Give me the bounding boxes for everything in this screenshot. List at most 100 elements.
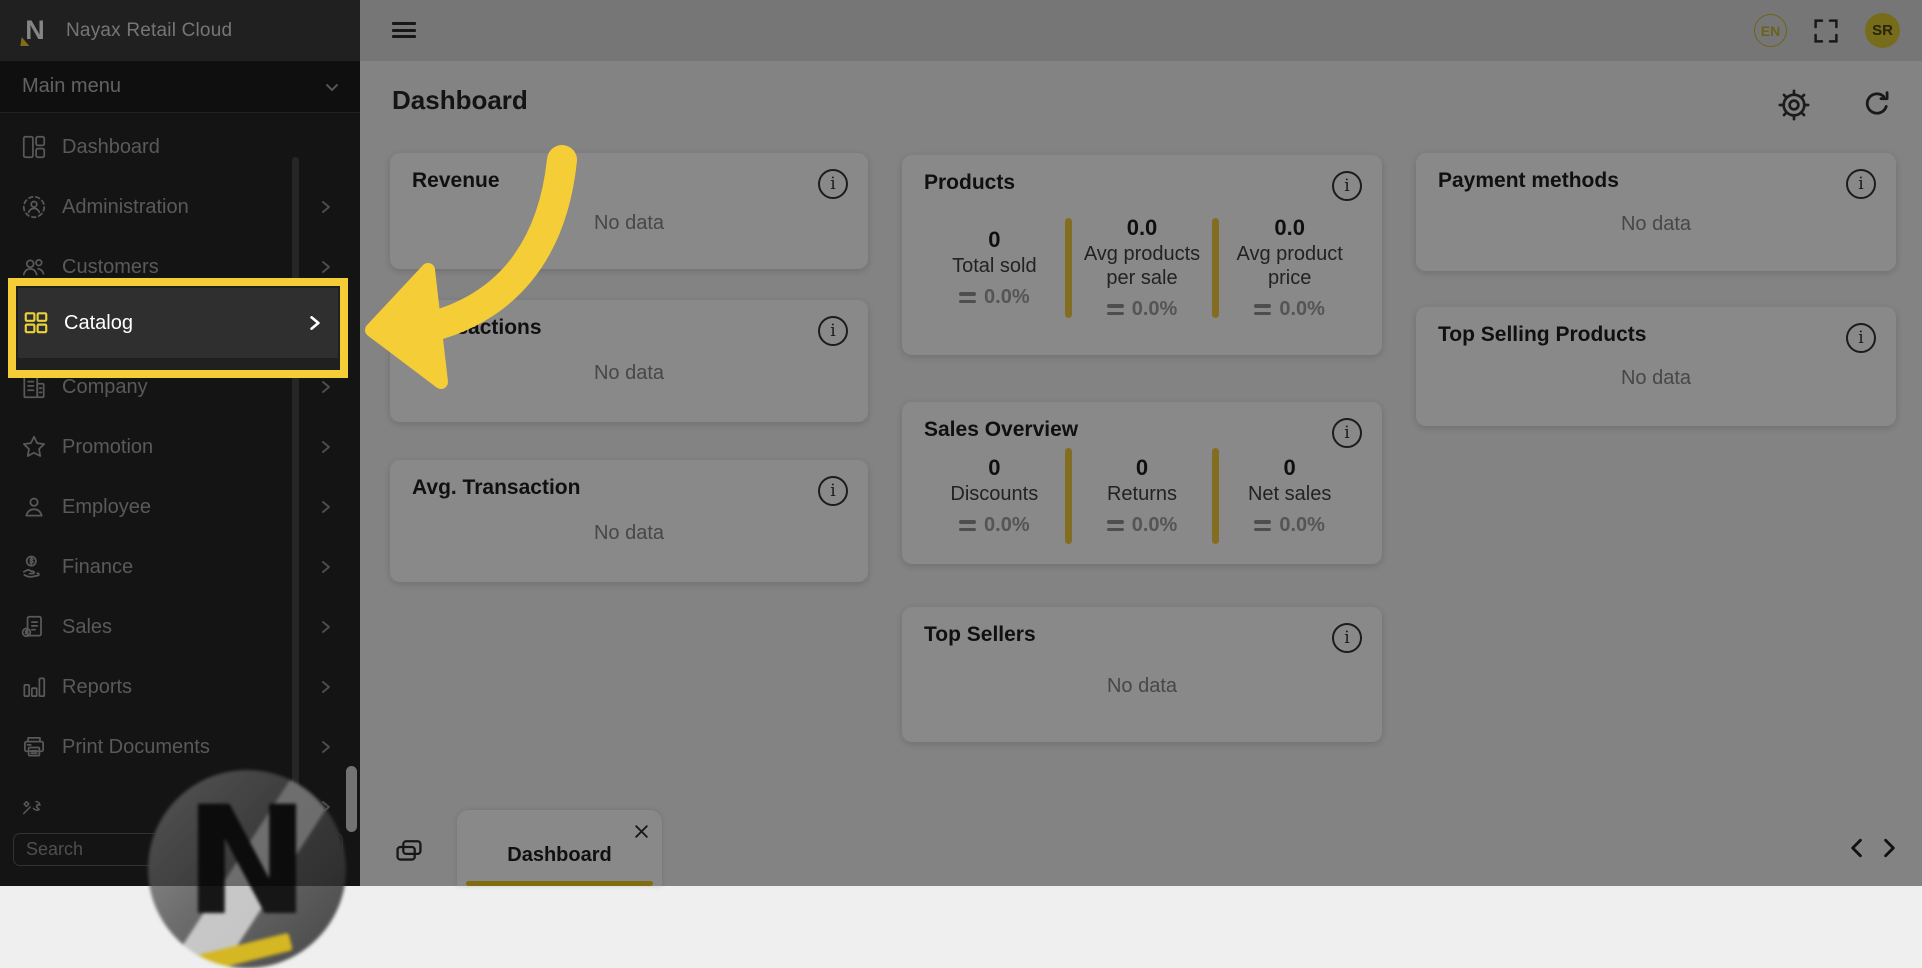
close-icon[interactable] xyxy=(633,823,650,840)
sidebar-item-customers[interactable]: Customers xyxy=(0,237,360,297)
main-content: Dashboard Revenue i No data Transactions xyxy=(360,61,1922,886)
metric-discounts: 0 Discounts 0.0% xyxy=(924,444,1065,548)
empty-state-text: No data xyxy=(1106,675,1178,697)
sidebar-item-label: Dashboard xyxy=(62,135,160,158)
sidebar-item-promotion[interactable]: Promotion xyxy=(0,417,360,477)
card-title: Sales Overview xyxy=(924,418,1079,441)
tab-bar: Dashboard xyxy=(360,803,1922,886)
transactions-card: Transactions i No data xyxy=(390,300,868,422)
info-icon[interactable]: i xyxy=(1332,623,1362,653)
avatar[interactable]: SR xyxy=(1865,13,1900,48)
chevron-right-icon xyxy=(322,681,330,693)
topbar: EN SR xyxy=(360,0,1922,61)
sales-invoice-icon xyxy=(21,615,42,638)
metric-value: 0 xyxy=(1283,454,1296,480)
customers-people-icon xyxy=(22,259,45,276)
tab-overview-icon[interactable] xyxy=(393,836,425,866)
chevron-right-icon xyxy=(322,201,330,213)
card-title: Payment methods xyxy=(1438,169,1619,192)
equals-icon xyxy=(1254,304,1272,316)
nayax-logo-icon: N xyxy=(20,16,50,46)
fullscreen-icon[interactable] xyxy=(1811,16,1841,46)
card-title: Transactions xyxy=(412,316,542,339)
printer-icon xyxy=(23,736,45,757)
sidebar-item-finance[interactable]: Finance xyxy=(0,537,360,597)
sidebar-item-company[interactable]: Company xyxy=(0,357,360,417)
empty-state-text: No data xyxy=(593,361,665,384)
sidebar-item-label: Employee xyxy=(62,495,151,518)
sidebar-item-label: Promotion xyxy=(62,435,154,458)
chevron-down-icon xyxy=(326,83,338,91)
revenue-card: Revenue i No data xyxy=(390,153,868,269)
empty-state-text: No data xyxy=(593,521,665,544)
metric-avg-product-price: 0.0 Avg product price 0.0% xyxy=(1219,197,1360,339)
sales-overview-card: Sales Overview i 0 Discounts 0.0% 0 Retu… xyxy=(902,402,1382,564)
promotion-star-icon xyxy=(23,435,45,457)
main-menu-dropdown[interactable]: Main menu xyxy=(0,61,360,113)
info-icon[interactable]: i xyxy=(818,169,848,199)
sidebar-scrollbar-thumb[interactable] xyxy=(346,766,357,832)
sidebar-scrollbar-track[interactable] xyxy=(292,157,299,835)
card-title: Top Selling Products xyxy=(1438,323,1647,346)
info-icon[interactable]: i xyxy=(1846,169,1876,199)
annotation-highlight-box: Catalog xyxy=(8,278,348,378)
chevron-right-icon xyxy=(322,621,330,633)
sidebar-item-print-documents[interactable]: Print Documents xyxy=(0,717,360,777)
metric-percent: 0.0% xyxy=(1279,514,1325,537)
settings-gear-icon[interactable] xyxy=(1776,87,1812,123)
sidebar-item-dashboard[interactable]: Dashboard xyxy=(0,117,360,177)
metric-label: Net sales xyxy=(1247,482,1332,505)
chevron-right-icon xyxy=(310,316,320,330)
page-title: Dashboard xyxy=(392,85,528,115)
metric-value: 0.0 xyxy=(1274,214,1305,240)
sidebar-item-sales[interactable]: Sales xyxy=(0,597,360,657)
metric-value: 0 xyxy=(988,454,1001,480)
tab-scroll-right-icon[interactable] xyxy=(1882,837,1898,859)
tab-dashboard[interactable]: Dashboard xyxy=(457,810,662,886)
administration-gear-user-icon xyxy=(22,195,46,219)
metric-percent: 0.0% xyxy=(1279,298,1325,321)
nayax-watermark-logo: N xyxy=(148,770,346,968)
sidebar-item-administration[interactable]: Administration xyxy=(0,177,360,237)
sidebar-item-catalog[interactable]: Catalog xyxy=(18,288,338,358)
chevron-right-icon xyxy=(322,261,330,273)
sidebar-item-label: Customers xyxy=(62,255,159,278)
metric-value: 0 xyxy=(1135,454,1149,480)
avg-transaction-card: Avg. Transaction i No data xyxy=(390,460,868,582)
yellow-divider xyxy=(1212,448,1220,544)
metric-value: 0.0 xyxy=(1126,214,1158,240)
top-selling-products-card: Top Selling Products i No data xyxy=(1416,307,1896,426)
info-icon[interactable]: i xyxy=(818,316,848,346)
payment-methods-card: Payment methods i No data xyxy=(1416,153,1896,271)
active-tab-indicator xyxy=(466,881,653,886)
language-badge[interactable]: EN xyxy=(1754,14,1787,47)
card-title: Top Sellers xyxy=(924,623,1036,646)
metric-percent: 0.0% xyxy=(1131,514,1178,537)
metric-label: Total sold xyxy=(952,254,1037,277)
employee-person-icon xyxy=(25,497,43,517)
app-window: EN SR N Nayax Retail Cloud Main menu Das… xyxy=(0,0,1922,886)
sidebar-item-employee[interactable]: Employee xyxy=(0,477,360,537)
info-icon[interactable]: i xyxy=(1332,171,1362,201)
sidebar-item-label: Sales xyxy=(62,615,113,638)
sidebar-item-label: Catalog xyxy=(64,311,133,334)
equals-icon xyxy=(959,292,977,304)
chevron-right-icon xyxy=(322,741,330,753)
info-icon[interactable]: i xyxy=(1846,323,1876,353)
card-title: Revenue xyxy=(412,169,500,192)
chevron-right-icon xyxy=(322,501,330,513)
metric-label: Avg product price xyxy=(1236,242,1343,289)
company-building-icon xyxy=(23,375,45,399)
empty-state-text: No data xyxy=(1620,367,1692,389)
chevron-right-icon xyxy=(322,441,330,453)
chevron-right-icon xyxy=(322,561,330,573)
info-icon[interactable]: i xyxy=(818,476,848,506)
sidebar-item-reports[interactable]: Reports xyxy=(0,657,360,717)
app-title: Nayax Retail Cloud xyxy=(66,19,233,41)
main-menu-label: Main menu xyxy=(22,75,121,97)
info-icon[interactable]: i xyxy=(1332,418,1362,448)
card-title: Products xyxy=(924,171,1016,194)
refresh-icon[interactable] xyxy=(1860,88,1894,122)
hamburger-menu-icon[interactable] xyxy=(390,18,418,42)
tab-scroll-left-icon[interactable] xyxy=(1848,837,1864,859)
